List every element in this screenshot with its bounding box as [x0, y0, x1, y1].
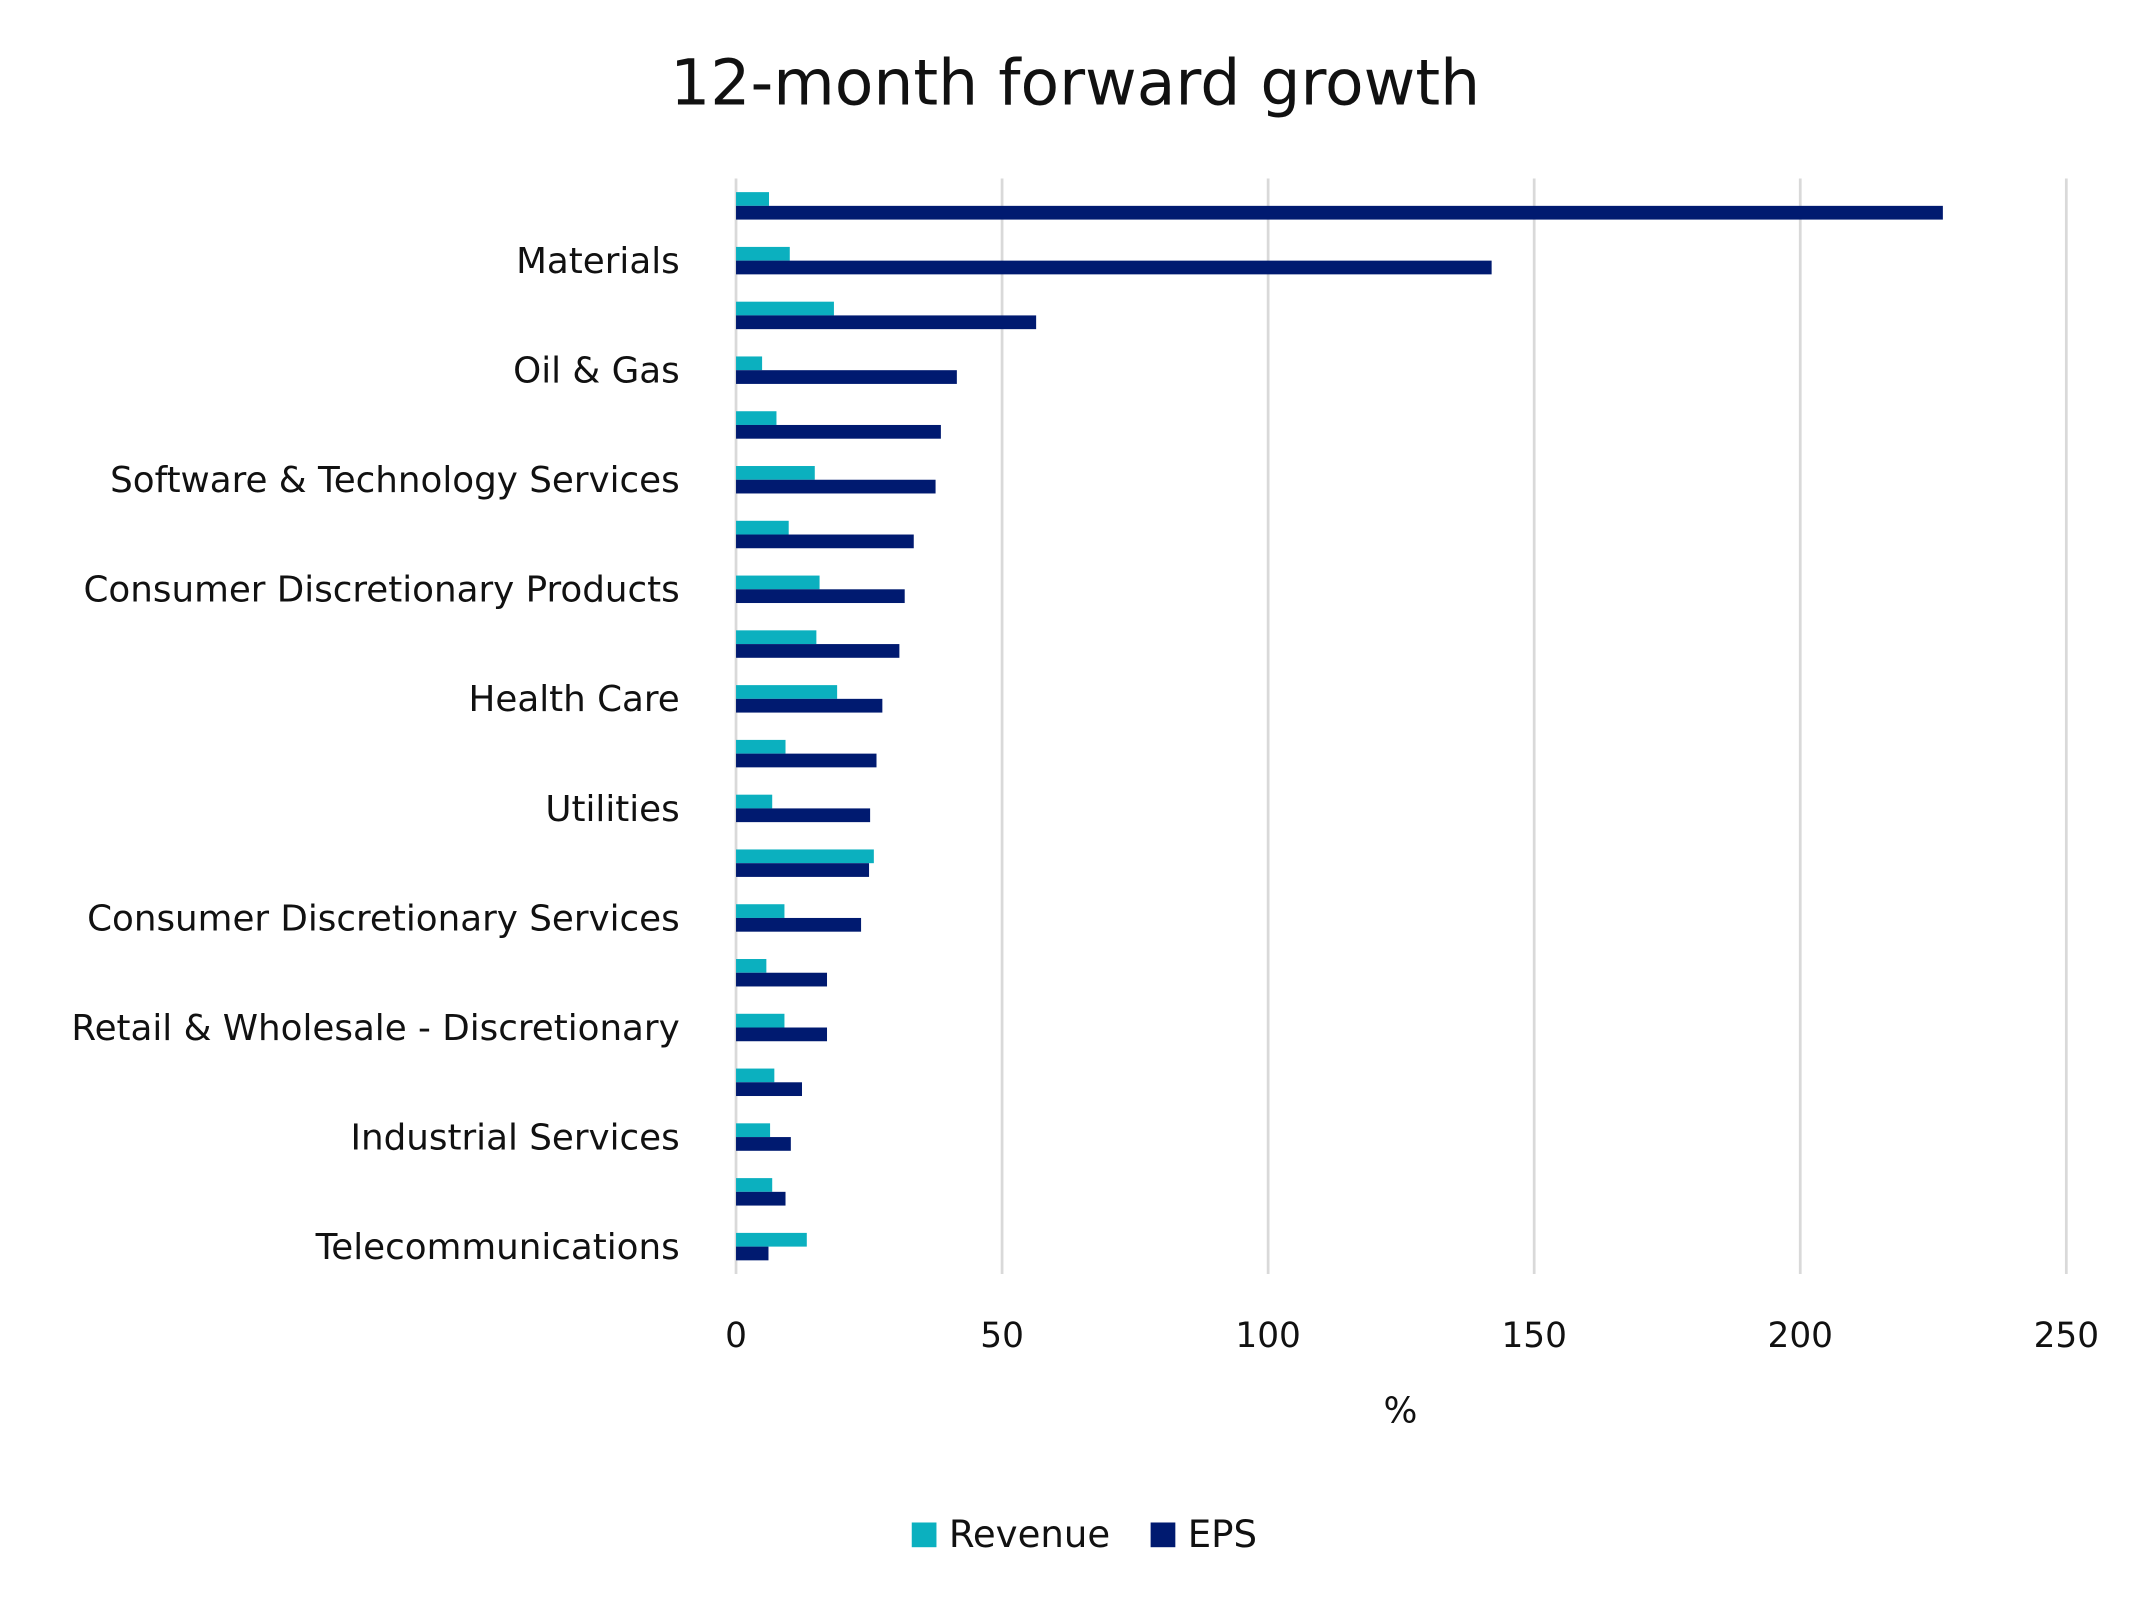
bar-revenue [736, 1232, 807, 1247]
x-tick-label: 200 [1768, 1316, 1834, 1356]
category-label: Industrial Services [351, 1117, 680, 1158]
bar-eps [736, 534, 914, 549]
bar-eps [736, 808, 871, 823]
bar-eps [736, 1027, 828, 1042]
x-axis-label: % [1384, 1390, 1418, 1431]
x-tick-label: 100 [1235, 1316, 1301, 1356]
category-label: Software & Technology Services [110, 460, 680, 501]
bar-eps [736, 1082, 803, 1097]
legend: Revenue EPS [911, 1513, 1257, 1556]
chart-title: 12-month forward growth [670, 45, 1480, 119]
bar-revenue [736, 192, 770, 206]
bar-revenue [736, 1068, 775, 1083]
legend-label: Revenue [949, 1513, 1110, 1556]
bar-eps [736, 972, 828, 987]
bar-eps [736, 644, 900, 658]
bar-eps [736, 205, 1943, 220]
bar-eps [736, 424, 941, 439]
bar-eps [736, 1137, 791, 1151]
bar-revenue [736, 849, 874, 864]
bar-revenue [736, 411, 777, 425]
category-label: Consumer Discretionary Products [84, 570, 680, 611]
category-label: Telecommunications [315, 1227, 680, 1268]
bar-revenue [736, 1178, 773, 1192]
legend-swatch-revenue [911, 1522, 937, 1548]
bar-revenue [736, 466, 815, 480]
legend-label: EPS [1188, 1513, 1257, 1556]
x-tick-label: 150 [1501, 1316, 1567, 1356]
bar-eps [736, 753, 877, 768]
category-label: Consumer Discretionary Services [87, 898, 680, 939]
bar-revenue [736, 356, 763, 371]
bar-eps [736, 260, 1492, 275]
bar-revenue [736, 685, 838, 699]
category-label: Retail & Wholesale - Discretionary [71, 1008, 679, 1049]
bar-revenue [736, 301, 834, 316]
bar-revenue [736, 575, 820, 590]
bar-eps [736, 698, 883, 713]
legend-swatch-eps [1150, 1522, 1176, 1548]
bar-revenue [736, 246, 790, 261]
bar-eps [736, 589, 905, 604]
x-tick-label: 50 [980, 1316, 1024, 1356]
bar-revenue [736, 959, 767, 973]
category-label: Oil & Gas [513, 351, 680, 392]
bar-eps [736, 315, 1037, 330]
bar-eps [736, 917, 862, 932]
category-labels: Materials Oil & Gas Software & Technology … [71, 241, 679, 1268]
bar-revenue [736, 794, 773, 809]
bar-revenue [736, 1123, 771, 1138]
category-label: Utilities [545, 789, 679, 830]
bar-eps [736, 370, 957, 384]
bar-revenue [736, 739, 786, 754]
bar-eps [736, 1246, 769, 1261]
bar-eps [736, 479, 936, 494]
x-tick-label: 0 [725, 1316, 747, 1356]
bar-eps [736, 863, 870, 877]
category-label: Materials [516, 241, 680, 282]
x-axis-ticks: 0 50 100 150 200 250 [725, 1316, 2099, 1356]
x-tick-label: 250 [2034, 1316, 2100, 1356]
gridlines [734, 178, 2068, 1275]
bar-revenue [736, 630, 817, 645]
bar-revenue [736, 520, 789, 535]
bar-revenue [736, 1013, 785, 1028]
category-label: Health Care [469, 679, 680, 720]
bar-eps [736, 1191, 786, 1206]
bar-revenue [736, 904, 785, 918]
bars [736, 192, 1943, 1261]
